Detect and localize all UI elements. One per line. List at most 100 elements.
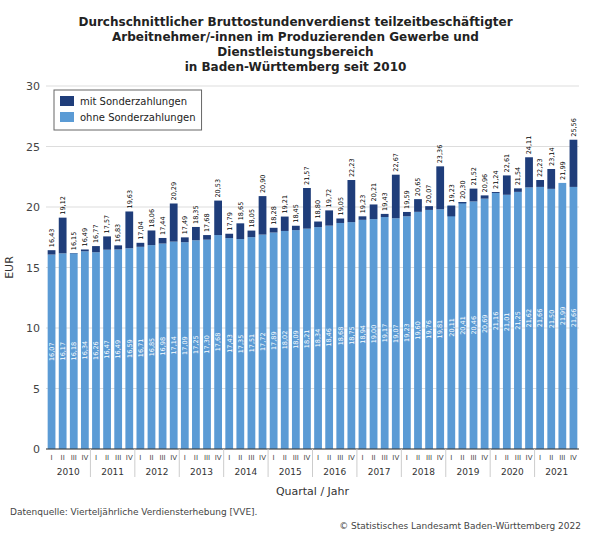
bar: [447, 206, 455, 449]
data-label: 24,11: [525, 136, 533, 155]
x-tick-label: IV: [81, 454, 88, 462]
data-label: 18,94: [359, 325, 367, 344]
x-tick-label: I: [51, 454, 53, 462]
data-label: 16,43: [48, 229, 56, 248]
bar: [214, 235, 222, 449]
data-label: 19,76: [425, 320, 433, 339]
bar: [92, 252, 100, 449]
bar-segment: [381, 214, 389, 217]
data-label: 18,28: [270, 206, 278, 225]
data-label: 16,47: [103, 340, 111, 359]
bar: [525, 187, 533, 449]
bar: [514, 192, 522, 449]
data-label: 16,34: [81, 341, 89, 360]
title: Durchschnittlicher Bruttostundenverdiens…: [78, 15, 512, 74]
bar: [403, 216, 411, 449]
data-label: 20,90: [259, 175, 267, 194]
bar: [381, 217, 389, 449]
data-label: 21,66: [570, 309, 578, 328]
bar: [70, 253, 78, 449]
data-label: 18,34: [314, 329, 322, 348]
bar: [203, 240, 211, 449]
bar-segment: [514, 188, 522, 192]
legend-swatch: [60, 96, 74, 106]
bar: [125, 248, 133, 449]
bar: [181, 242, 189, 449]
data-label: 21,66: [536, 309, 544, 328]
bar-segment: [259, 196, 267, 234]
x-tick-label: I: [361, 454, 363, 462]
x-tick-label: III: [515, 454, 521, 462]
bar-segment: [570, 140, 578, 187]
x-tick-label: II: [105, 454, 109, 462]
data-label: 19,63: [126, 190, 134, 209]
bar: [192, 240, 200, 449]
data-label: 16,49: [114, 340, 122, 359]
x-tick-label: I: [139, 454, 141, 462]
data-label: 22,61: [503, 154, 511, 173]
data-label: 21,24: [492, 170, 500, 189]
bar: [558, 183, 566, 449]
x-tick-label: IV: [481, 454, 488, 462]
year-separator: [223, 449, 224, 477]
data-label: 16,83: [114, 224, 122, 243]
bar: [536, 187, 544, 449]
y-axis: 051015202530: [26, 80, 40, 456]
y-tick-label: 30: [26, 80, 40, 93]
bar: [225, 238, 233, 449]
year-label: 2013: [190, 467, 213, 477]
year-label: 2018: [412, 467, 435, 477]
year-separator: [134, 449, 135, 477]
x-tick-label: III: [337, 454, 343, 462]
data-label: 16,77: [92, 224, 100, 243]
year-separator: [268, 449, 269, 477]
data-label: 22,23: [536, 158, 544, 177]
bar-segment: [81, 249, 89, 251]
data-label: 19,23: [359, 195, 367, 214]
data-label: 18,80: [314, 200, 322, 219]
year-label: 2020: [501, 467, 524, 477]
x-tick-label: IV: [215, 454, 222, 462]
year-label: 2015: [279, 467, 302, 477]
bar-segment: [536, 180, 544, 187]
data-label: 19,21: [281, 195, 289, 214]
x-tick-label: II: [283, 454, 287, 462]
data-label: 19,72: [325, 189, 333, 208]
bar: [347, 222, 355, 449]
data-label: 18,05: [248, 209, 256, 228]
x-tick-label: IV: [570, 454, 577, 462]
data-label: 21,50: [548, 310, 556, 329]
data-label: 19,81: [436, 320, 444, 339]
x-tick-label: III: [71, 454, 77, 462]
bar-segment: [136, 243, 144, 247]
x-tick-label: I: [450, 454, 452, 462]
bar: [281, 231, 289, 449]
bar-segment: [492, 191, 500, 193]
title-line: Dienstleistungsbereich: [217, 45, 373, 59]
x-tick-label: III: [559, 454, 565, 462]
y-axis-label: EUR: [3, 256, 16, 279]
year-label: 2010: [57, 467, 80, 477]
data-label: 20,69: [481, 315, 489, 334]
data-label: 17,14: [170, 336, 178, 355]
title-line: in Baden-Württemberg seit 2010: [185, 60, 407, 74]
data-label: 21,99: [559, 161, 567, 180]
bar-segment: [314, 222, 322, 228]
x-tick-label: II: [372, 454, 376, 462]
x-tick-label: II: [149, 454, 153, 462]
bar-segment: [203, 235, 211, 240]
data-label: 19,17: [381, 324, 389, 343]
data-label: 25,56: [570, 118, 578, 137]
bar-segment: [170, 203, 178, 241]
x-tick-label: I: [228, 454, 230, 462]
year-label: 2017: [368, 467, 391, 477]
footnote: Datenquelle: Vierteljährliche Verdienste…: [10, 507, 257, 517]
data-label: 20,46: [470, 316, 478, 335]
bar: [336, 223, 344, 449]
bars: [48, 140, 578, 449]
bar-segment: [281, 217, 289, 231]
bar: [59, 253, 67, 449]
bar-segment: [125, 211, 133, 248]
x-tick-label: III: [470, 454, 476, 462]
bar-segment: [414, 199, 422, 212]
